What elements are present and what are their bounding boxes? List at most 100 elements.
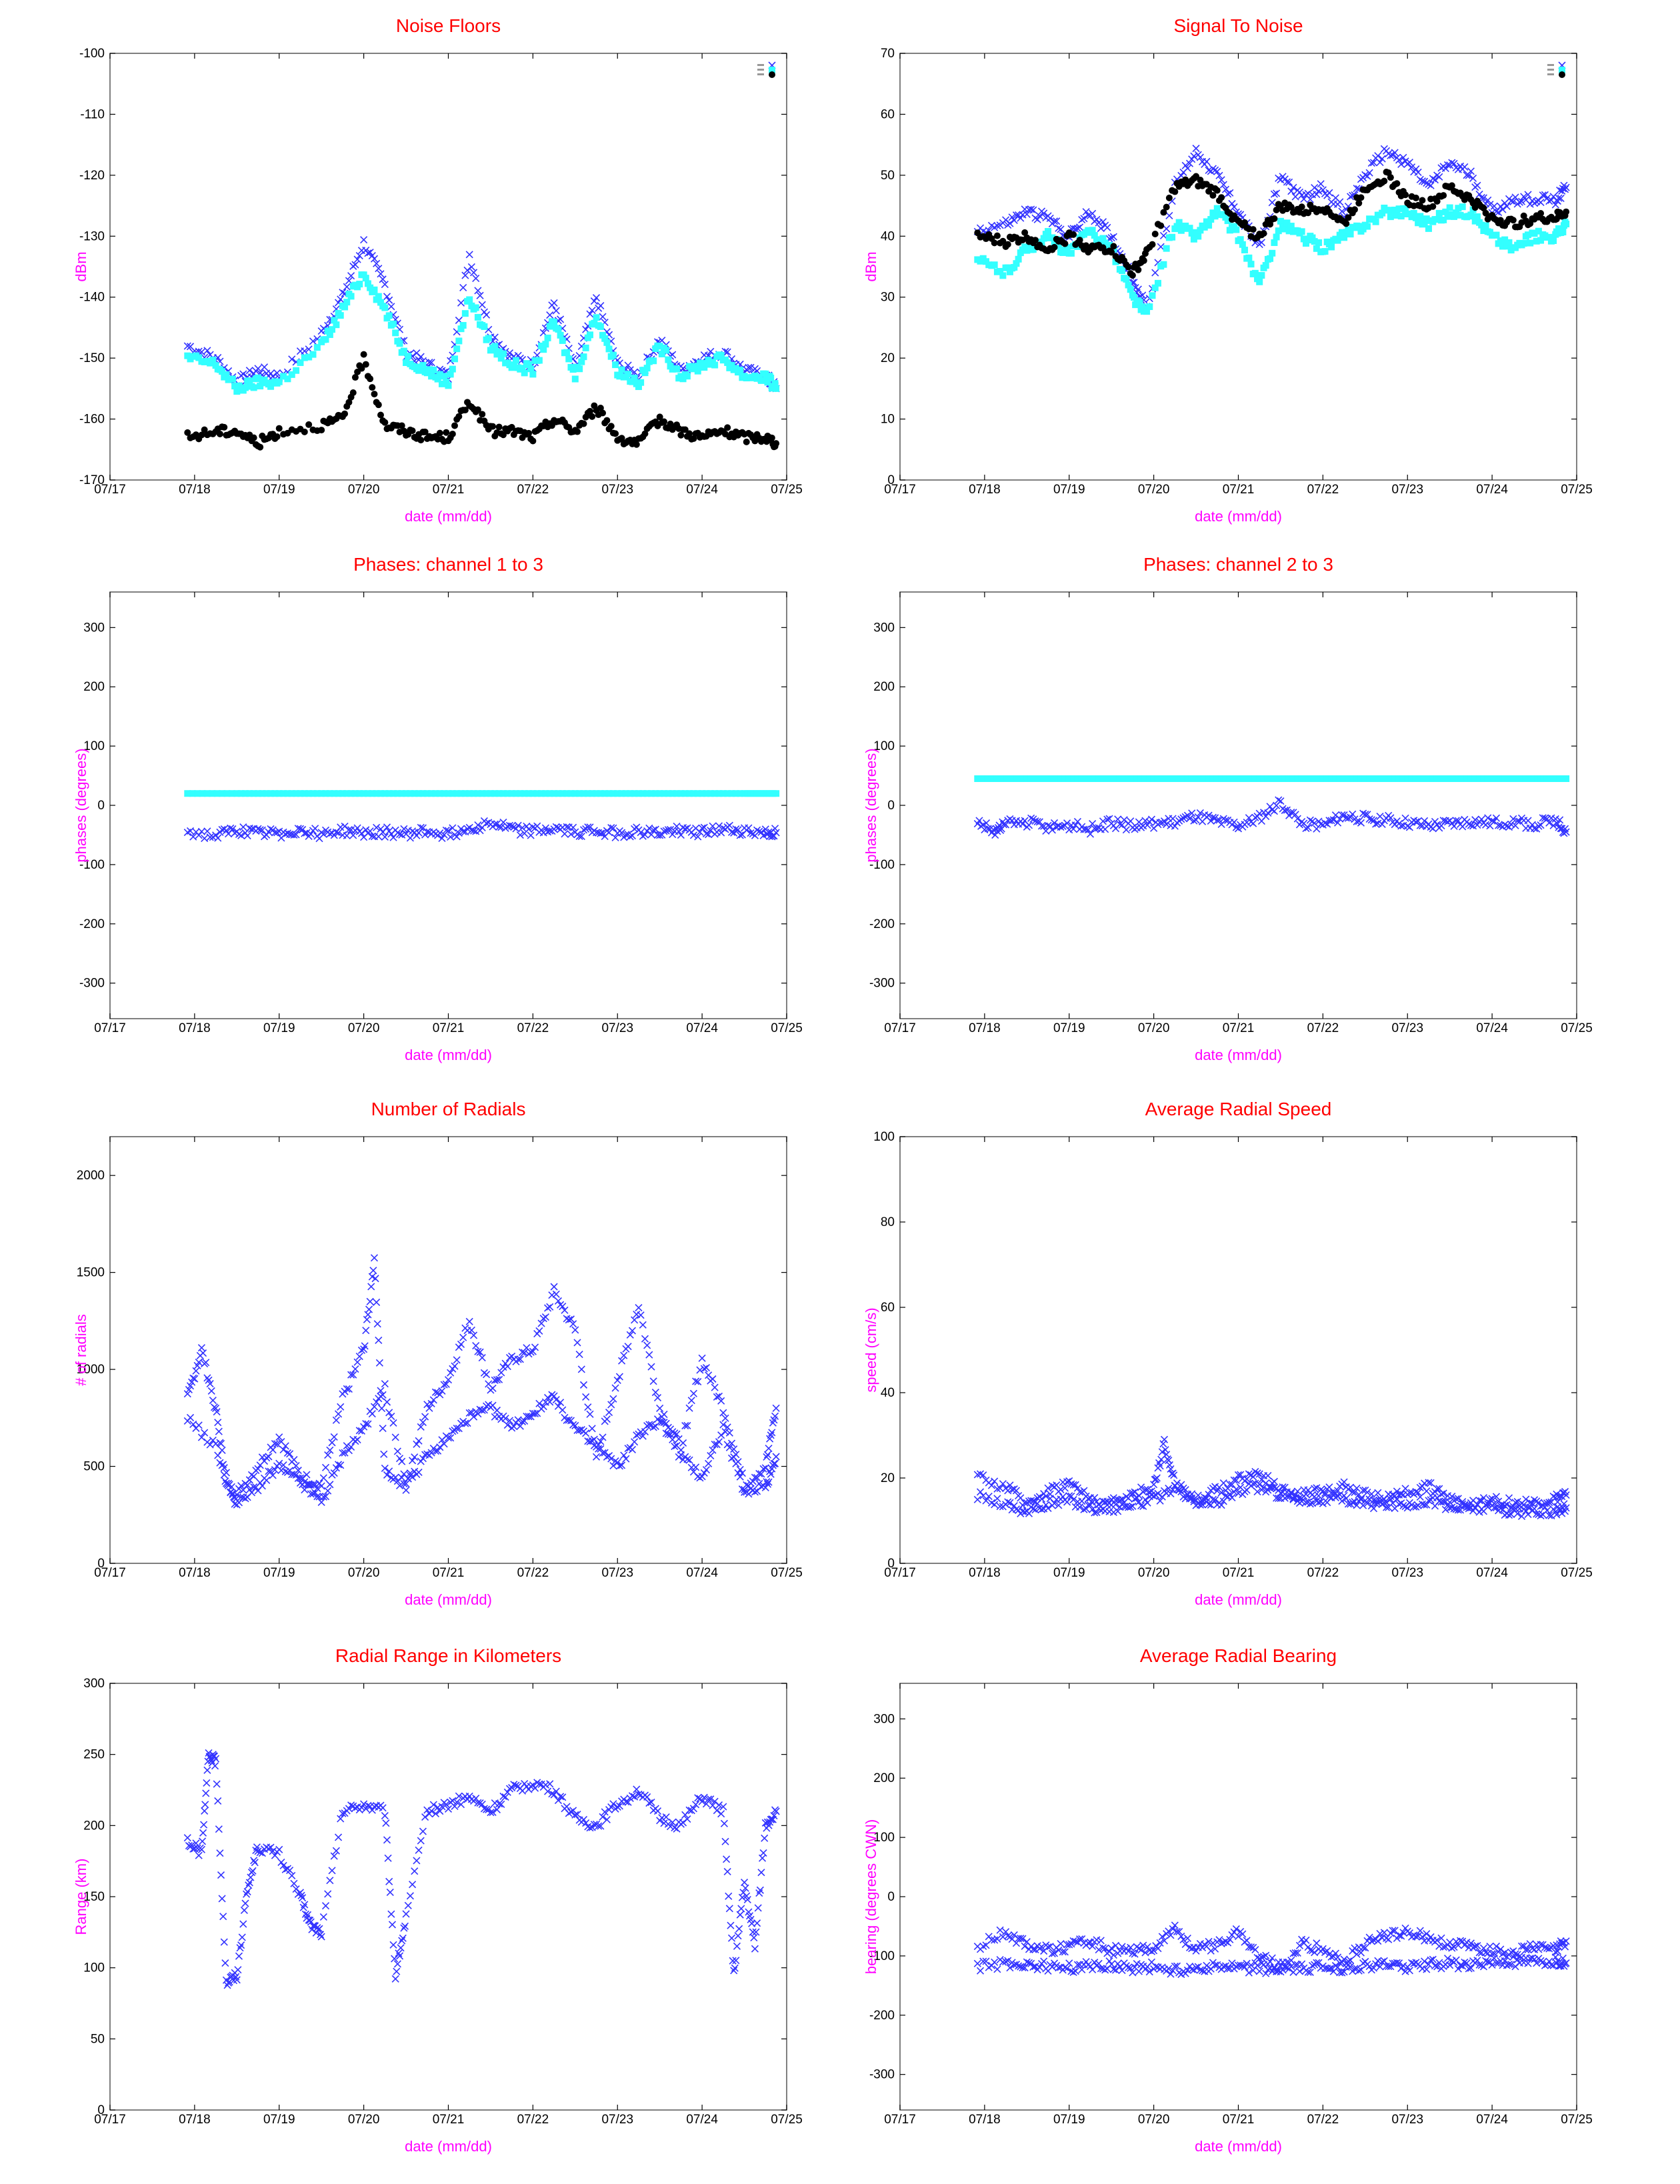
data-point xyxy=(699,790,706,797)
data-point xyxy=(538,790,545,797)
data-point xyxy=(294,825,302,833)
data-point xyxy=(1283,219,1291,227)
data-point xyxy=(580,420,587,427)
data-point xyxy=(1455,775,1462,782)
data-point xyxy=(698,1354,706,1362)
data-point xyxy=(377,411,384,419)
data-point xyxy=(1503,202,1511,211)
data-point xyxy=(194,790,201,797)
data-point xyxy=(567,790,575,797)
data-point xyxy=(214,1451,222,1459)
data-point xyxy=(223,790,231,797)
x-tick-label: 07/22 xyxy=(1307,483,1339,497)
data-point xyxy=(1349,775,1356,782)
data-point xyxy=(229,1489,237,1497)
data-point xyxy=(752,1928,760,1936)
data-point xyxy=(1537,199,1545,207)
x-tick-label: 07/18 xyxy=(969,1021,1001,1035)
data-point xyxy=(233,388,241,395)
data-point xyxy=(768,1429,776,1437)
data-point xyxy=(1051,243,1058,251)
data-point xyxy=(309,351,317,358)
data-point xyxy=(590,297,598,305)
data-point xyxy=(1241,219,1249,226)
data-point xyxy=(459,283,467,292)
data-point xyxy=(1363,811,1371,819)
x-tick-label: 07/19 xyxy=(263,2113,295,2127)
x-tick-label: 07/17 xyxy=(94,483,126,497)
data-point xyxy=(1097,1937,1105,1945)
data-point xyxy=(1315,775,1323,782)
data-point xyxy=(1378,155,1386,163)
data-point xyxy=(369,790,376,797)
data-point xyxy=(440,1440,448,1448)
data-point xyxy=(1017,214,1025,222)
data-point xyxy=(1228,1493,1236,1501)
data-point xyxy=(715,822,723,830)
data-point xyxy=(694,1378,702,1386)
x-tick-label: 07/17 xyxy=(884,1021,916,1035)
data-point xyxy=(1141,817,1149,825)
data-point xyxy=(1209,775,1217,782)
data-point xyxy=(356,790,363,797)
data-point xyxy=(442,1380,450,1388)
data-point xyxy=(214,1419,222,1427)
data-point xyxy=(1010,216,1018,225)
data-point xyxy=(467,1326,475,1334)
data-point xyxy=(1203,218,1210,225)
x-tick-label: 07/17 xyxy=(94,1566,126,1580)
data-point xyxy=(631,790,638,797)
data-point xyxy=(1435,173,1443,181)
data-point xyxy=(221,1477,229,1485)
data-point xyxy=(398,1473,406,1481)
data-point xyxy=(1237,236,1244,243)
data-point xyxy=(1209,192,1217,199)
chart-title: Noise Floors xyxy=(396,15,501,36)
data-point xyxy=(1559,229,1567,236)
data-point xyxy=(493,1805,501,1813)
data-point xyxy=(1304,823,1312,832)
data-point xyxy=(711,790,719,797)
x-tick-label: 07/23 xyxy=(601,1566,633,1580)
x-tick-label: 07/22 xyxy=(517,1566,549,1580)
data-point xyxy=(544,334,551,341)
data-point xyxy=(1207,216,1215,223)
data-point xyxy=(334,1461,343,1469)
data-point xyxy=(332,828,340,836)
data-point xyxy=(1101,239,1109,247)
data-point xyxy=(1492,1942,1501,1951)
data-point xyxy=(641,1335,649,1343)
data-point xyxy=(641,430,649,437)
x-tick-label: 07/24 xyxy=(686,483,718,497)
data-point xyxy=(1141,775,1149,782)
data-point xyxy=(679,364,687,373)
data-point xyxy=(297,790,304,797)
data-point xyxy=(1480,227,1487,235)
data-point xyxy=(582,1393,590,1401)
data-point xyxy=(255,374,262,381)
data-point xyxy=(1226,189,1234,197)
data-point xyxy=(1495,821,1503,829)
y-tick-label: 70 xyxy=(881,47,895,61)
y-tick-label: -100 xyxy=(79,858,105,872)
y-tick-label: 0 xyxy=(97,1557,105,1571)
data-point xyxy=(559,1303,567,1311)
data-point xyxy=(1160,261,1167,268)
data-point xyxy=(1149,292,1156,299)
data-point xyxy=(1224,190,1232,198)
data-point xyxy=(1076,237,1083,244)
data-point xyxy=(599,829,607,837)
data-point xyxy=(1053,775,1060,782)
data-point xyxy=(472,274,480,283)
data-point xyxy=(1270,1477,1278,1485)
data-point xyxy=(687,1397,695,1405)
x-tick-label: 07/25 xyxy=(1561,1021,1593,1035)
data-point xyxy=(1107,1960,1115,1968)
data-point xyxy=(1408,163,1416,171)
data-point xyxy=(1232,1925,1240,1933)
data-point xyxy=(643,1341,651,1349)
data-point xyxy=(317,1933,325,1941)
data-point xyxy=(1482,821,1490,829)
data-point xyxy=(701,364,708,371)
data-point xyxy=(1319,186,1327,194)
